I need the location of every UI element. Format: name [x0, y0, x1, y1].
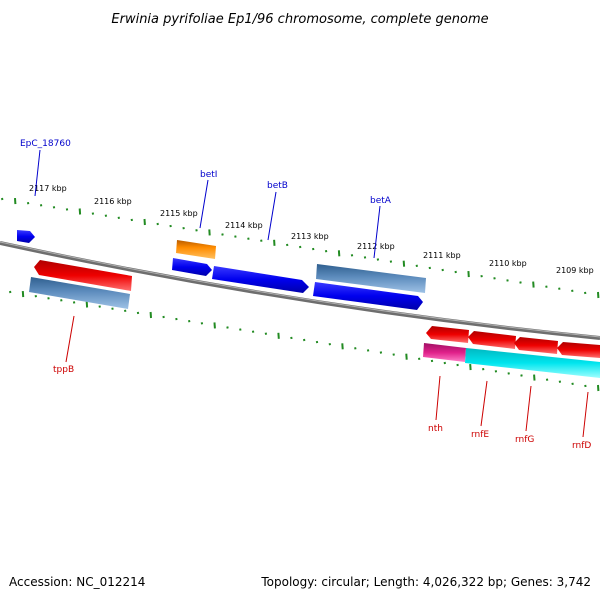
tick-label-2110: 2110 kbp: [489, 259, 527, 268]
gene-nth: [426, 326, 469, 343]
gene-tppB: [34, 260, 132, 291]
label-leaders: [34, 149, 589, 438]
leader-EpC_18760: [34, 149, 41, 197]
leader-tppB: [65, 315, 75, 363]
gene-rnfD: [557, 342, 600, 358]
leader-betA: [373, 205, 381, 259]
leader-nth: [435, 375, 441, 421]
label-rnfG: rnfG: [515, 435, 534, 445]
tick-row-lower: [9, 290, 600, 392]
map-title: Erwinia pyrifoliae Ep1/96 chromosome, co…: [111, 12, 488, 27]
tick-label-2117: 2117 kbp: [29, 184, 67, 193]
leader-rnfG: [525, 385, 532, 432]
tick-label-2116: 2116 kbp: [94, 197, 132, 206]
chromosome-backbone-highlight: [0, 241, 600, 338]
accession-text: Accession: NC_012214: [9, 575, 145, 589]
topology-text: Topology: circular; Length: 4,026,322 bp…: [260, 575, 591, 589]
tick-label-2111: 2111 kbp: [423, 251, 461, 260]
leader-rnfD: [582, 391, 589, 438]
gene-betB: [212, 266, 309, 293]
label-tppB: tppB: [53, 365, 74, 375]
gene-betI: [176, 240, 216, 259]
label-betI: betI: [200, 170, 217, 180]
gene-reverse-cyan: [465, 348, 600, 378]
gene-forward-blue-1: [172, 258, 212, 276]
tick-label-2113: 2113 kbp: [291, 232, 329, 241]
gene-EpC_18760: [29, 277, 130, 309]
leader-betB: [267, 191, 277, 241]
gene-forward-small: [17, 230, 35, 243]
label-EpC_18760: EpC_18760: [20, 139, 71, 149]
leader-rnfE: [480, 380, 488, 427]
tick-label-2109: 2109 kbp: [556, 266, 594, 275]
label-rnfE: rnfE: [471, 430, 489, 440]
label-betA: betA: [370, 196, 392, 206]
tick-row-upper: [1, 197, 600, 299]
gene-reverse-magenta: [423, 343, 466, 362]
label-rnfD: rnfD: [572, 441, 591, 451]
leader-betI: [199, 179, 209, 229]
label-nth: nth: [428, 424, 443, 434]
tick-label-2112: 2112 kbp: [357, 242, 395, 251]
tick-label-2115: 2115 kbp: [160, 209, 198, 218]
label-betB: betB: [267, 181, 288, 191]
gene-rnfE: [468, 331, 516, 349]
tick-label-2114: 2114 kbp: [225, 221, 263, 230]
gene-rnfG: [514, 337, 558, 354]
gene-forward-blue-2: [313, 282, 423, 310]
chromosome-backbone: [0, 241, 600, 340]
gene-betA: [316, 264, 426, 293]
